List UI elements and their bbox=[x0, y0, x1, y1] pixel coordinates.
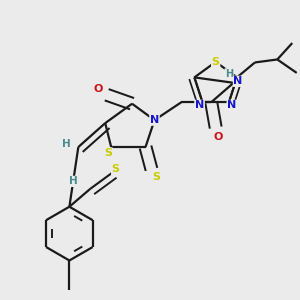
Text: H: H bbox=[225, 69, 233, 79]
Text: O: O bbox=[93, 84, 102, 94]
Text: H: H bbox=[62, 139, 71, 149]
Text: H: H bbox=[70, 176, 78, 186]
Text: O: O bbox=[214, 132, 224, 142]
Text: S: S bbox=[152, 172, 160, 182]
Text: S: S bbox=[104, 148, 112, 158]
Text: N: N bbox=[195, 100, 204, 110]
Text: N: N bbox=[227, 100, 236, 110]
Text: N: N bbox=[233, 76, 243, 86]
Text: S: S bbox=[112, 164, 120, 174]
Text: S: S bbox=[212, 57, 220, 67]
Text: N: N bbox=[150, 115, 159, 125]
